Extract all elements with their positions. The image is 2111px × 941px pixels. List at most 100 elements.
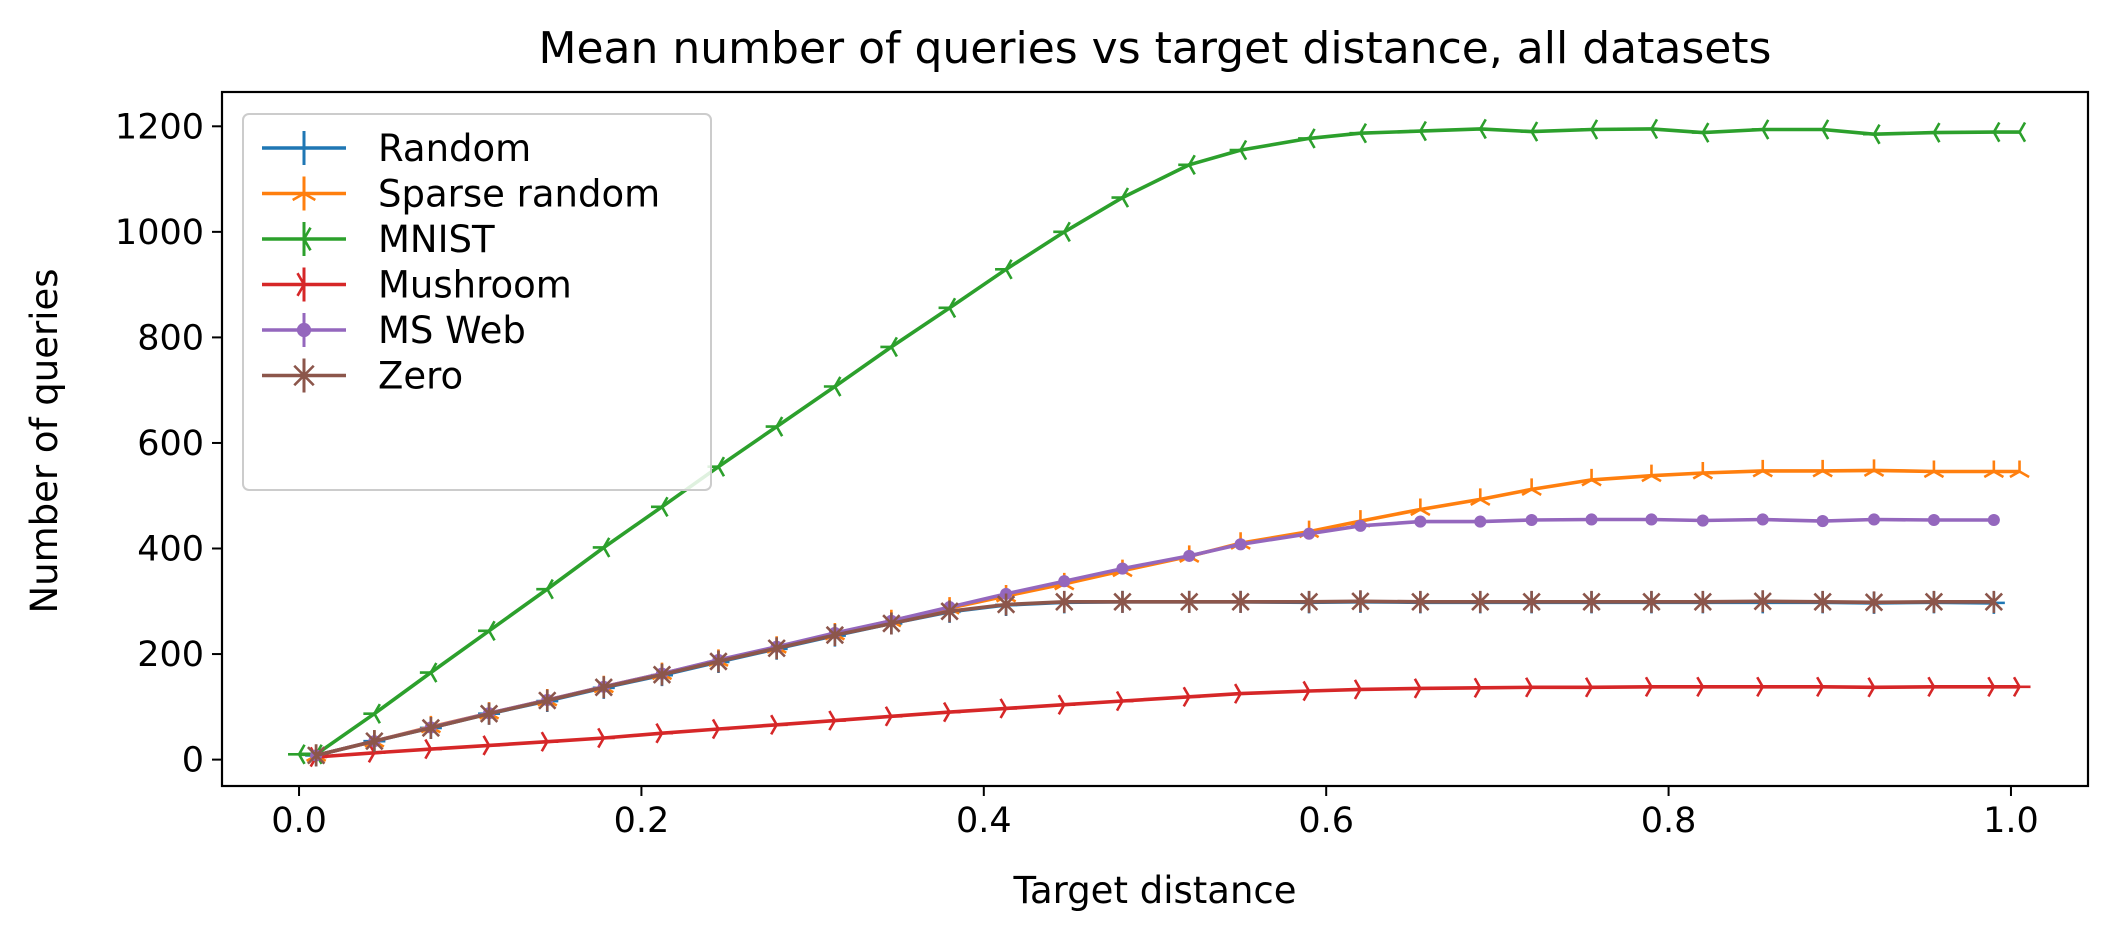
data-point [2012, 676, 2031, 697]
x-tick-label: 0.2 [614, 801, 670, 841]
data-point [288, 744, 306, 765]
legend-item: MNIST [262, 218, 495, 261]
data-point [995, 259, 1013, 280]
data-point [1178, 154, 1196, 176]
data-point [2009, 460, 2030, 479]
data-point [1298, 128, 1316, 149]
x-axis-label: Target distance [1012, 869, 1296, 912]
data-point [1058, 575, 1071, 588]
data-point [652, 663, 672, 686]
legend-frame [242, 113, 712, 491]
data-point [823, 376, 842, 397]
data-point [1180, 590, 1199, 613]
data-point [1183, 549, 1196, 562]
data-point [765, 416, 784, 437]
data-point [1182, 686, 1201, 708]
data-point [942, 701, 961, 723]
data-point [1055, 590, 1074, 613]
legend-marker [291, 135, 317, 161]
data-point [650, 496, 669, 518]
data-point [1580, 119, 1599, 140]
data-point [1691, 122, 1710, 143]
data-point [2008, 121, 2027, 143]
legend-label: Mushroom [378, 264, 572, 307]
x-ticks: 0.0 0.2 0.4 0.6 0.8 1.0 [271, 786, 2039, 841]
data-point [1413, 678, 1432, 699]
data-point [940, 600, 959, 623]
legend-item: Sparse random [262, 173, 660, 216]
data-point [365, 730, 384, 753]
chart-title: Mean number of queries vs target distanc… [539, 23, 1772, 74]
data-point [996, 593, 1016, 616]
data-point [1753, 590, 1772, 613]
data-point [1584, 677, 1603, 698]
plot-frame [220, 90, 2090, 788]
legend-label: Zero [378, 355, 463, 398]
data-point [1693, 590, 1712, 613]
y-tick-label: 1200 [115, 107, 204, 147]
data-point [1816, 515, 1829, 528]
data-point [1351, 590, 1370, 613]
data-point [536, 578, 554, 600]
data-point [1349, 122, 1368, 144]
data-point [1927, 513, 1940, 527]
data-point [1469, 118, 1487, 140]
data-point [592, 537, 611, 558]
data-point [1696, 514, 1709, 527]
y-axis-label: Number of queries [23, 268, 66, 613]
data-point [1984, 590, 2004, 613]
data-point [1057, 694, 1076, 715]
data-point [828, 710, 846, 731]
data-point [478, 620, 496, 642]
data-point [1233, 683, 1252, 704]
data-point [1585, 513, 1598, 526]
data-point [1234, 538, 1247, 551]
data-point [540, 731, 559, 752]
data-point [1521, 478, 1542, 497]
data-point [1751, 119, 1770, 140]
data-point [1474, 515, 1487, 528]
series-line [316, 684, 2020, 759]
data-point [1982, 121, 2001, 143]
data-point [306, 744, 326, 767]
data-point [1414, 515, 1427, 528]
x-tick-label: 0.4 [956, 801, 1012, 841]
data-point [655, 723, 673, 744]
data-point [1863, 124, 1881, 145]
data-point [1642, 590, 1661, 613]
legend-label: Random [378, 127, 531, 170]
y-tick-label: 400 [137, 530, 204, 570]
data-point [1582, 590, 1601, 613]
legend-label: MS Web [378, 309, 526, 352]
data-point [1520, 121, 1539, 142]
data-point [1410, 498, 1431, 517]
legend-marker [292, 180, 316, 202]
data-point [1115, 690, 1134, 712]
data-point [825, 624, 845, 647]
y-tick-label: 0 [182, 741, 204, 781]
data-point [1053, 221, 1071, 243]
data-point [1864, 591, 1884, 614]
series-ms-web [310, 513, 2000, 762]
x-tick-label: 0.8 [1641, 801, 1697, 841]
y-tick-label: 200 [137, 635, 204, 675]
data-point [938, 297, 957, 319]
data-point [1229, 139, 1248, 161]
data-point [1756, 676, 1774, 697]
data-point [363, 703, 381, 724]
data-point [1522, 590, 1541, 613]
data-point [482, 735, 501, 756]
data-point [1645, 513, 1658, 526]
legend-item: MS Web [262, 309, 526, 352]
data-point [1111, 187, 1130, 208]
data-point [1863, 459, 1885, 478]
y-ticks: 0 200 400 600 800 1000 1200 [115, 107, 222, 781]
data-point [1983, 460, 2005, 479]
series-sparse-random [305, 459, 2030, 763]
series-mnist [288, 118, 2027, 765]
series-line [315, 599, 1994, 758]
data-point [1353, 679, 1372, 700]
series-mushroom [309, 676, 2031, 768]
data-point [709, 650, 728, 673]
